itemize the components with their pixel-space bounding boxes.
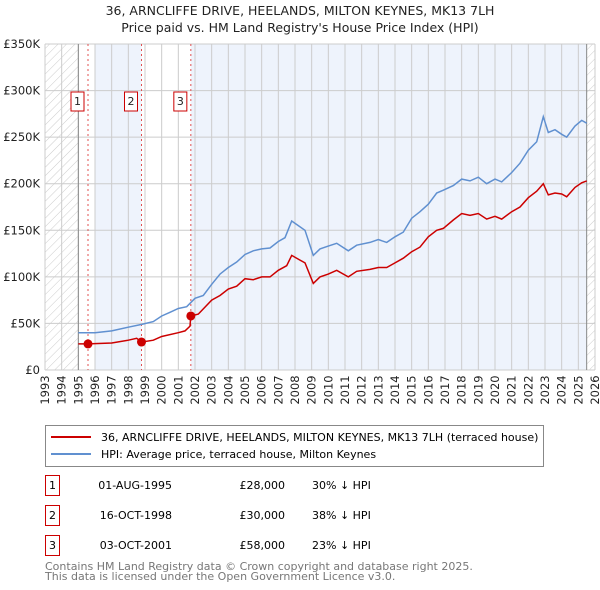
chart-title: 36, ARNCLIFFE DRIVE, HEELANDS, MILTON KE… [105, 3, 495, 18]
legend-item-hpi: HPI: Average price, terraced house, Milt… [46, 446, 376, 462]
footer-copyright: Contains HM Land Registry data © Crown c… [45, 560, 473, 573]
x-tick-label: 2017 [438, 375, 452, 404]
sale-label: 3 [177, 95, 184, 108]
sale-point [137, 337, 146, 347]
sale-label-box [70, 91, 85, 112]
x-tick-label: 2000 [155, 375, 169, 404]
x-tick-label: 2011 [338, 375, 352, 404]
x-tick-label: 2023 [538, 375, 552, 404]
x-tick-label: 2018 [455, 375, 469, 404]
x-tick-label: 2025 [571, 375, 585, 404]
y-tick-label: £350K [3, 37, 40, 51]
sale-number: 1 [45, 475, 60, 496]
sale-price: £58,000 [239, 539, 286, 552]
price-chart: 1993 1994 1995 1996 1997 1998 1999 2000 2001 2002… [3, 37, 600, 405]
x-tick-label: 2010 [321, 375, 335, 404]
y-tick-label: £0 [25, 363, 40, 377]
hpi-line [78, 114, 588, 334]
sale-date: 03-OCT-2001 [99, 539, 172, 552]
sale-label-box [124, 91, 138, 112]
y-tick-label: £150K [3, 223, 40, 237]
x-tick-label: 2022 [521, 375, 535, 404]
x-tick-label: 2019 [471, 375, 485, 404]
x-tick-label: 1998 [121, 375, 135, 404]
table-row: 3 03-OCT-2001 £58,000 23% ↓ HPI [45, 535, 545, 556]
y-tick-label: £250K [3, 130, 40, 144]
x-tick-label: 2003 [205, 375, 219, 404]
x-tick-label: 2007 [271, 375, 285, 404]
x-tick-label: 2014 [388, 375, 402, 404]
x-tick-label: 2020 [488, 375, 502, 404]
chart-subtitle: Price paid vs. HM Land Registry's House … [121, 20, 479, 35]
sale-number: 2 [45, 505, 60, 526]
x-tick-label: 2004 [221, 375, 235, 404]
sale-label: 2 [128, 95, 135, 108]
sale-point [83, 339, 93, 349]
x-tick-label: 2024 [555, 375, 569, 404]
x-tick-label: 1999 [138, 375, 152, 404]
legend-label-hpi: HPI: Average price, terraced house, Milt… [101, 447, 377, 461]
legend-swatch-hpi [51, 453, 91, 455]
sale-point [186, 311, 196, 321]
x-tick-label: 1993 [38, 375, 52, 404]
x-tick-label: 1994 [55, 375, 69, 404]
x-tick-label: 2001 [171, 375, 185, 404]
legend-item-property: 36, ARNCLIFFE DRIVE, HEELANDS, MILTON KE… [46, 429, 538, 445]
legend: 36, ARNCLIFFE DRIVE, HEELANDS, MILTON KE… [45, 425, 544, 467]
y-tick-label: £200K [3, 177, 40, 191]
x-tick-label: 2009 [305, 375, 319, 404]
x-tick-label: 2005 [238, 375, 252, 404]
table-row: 2 16-OCT-1998 £30,000 38% ↓ HPI [45, 505, 545, 526]
x-tick-label: 2021 [505, 375, 519, 404]
sale-number: 3 [45, 535, 60, 556]
sale-label: 1 [74, 95, 81, 108]
sale-price: £30,000 [239, 509, 286, 522]
legend-swatch-property [51, 436, 91, 438]
sale-date: 01-AUG-1995 [98, 479, 172, 492]
legend-label-property: 36, ARNCLIFFE DRIVE, HEELANDS, MILTON KE… [101, 430, 539, 444]
sale-hpi-diff: 23% ↓ HPI [312, 539, 371, 552]
y-tick-label: £50K [11, 316, 41, 330]
sale-price: £28,000 [239, 479, 286, 492]
y-tick-label: £100K [3, 270, 40, 284]
property-price-line [78, 180, 587, 345]
x-tick-label: 1995 [71, 375, 85, 404]
x-tick-label: 2008 [288, 375, 302, 404]
sale-hpi-diff: 30% ↓ HPI [312, 479, 371, 492]
x-tick-label: 2012 [355, 375, 369, 404]
y-tick-label: £300K [3, 84, 40, 98]
shaded-period [190, 44, 587, 370]
table-row: 1 01-AUG-1995 £28,000 30% ↓ HPI [45, 475, 545, 496]
x-tick-label: 1997 [105, 375, 119, 404]
x-tick-label: 2013 [371, 375, 385, 404]
x-tick-label: 2026 [588, 375, 600, 404]
sale-hpi-diff: 38% ↓ HPI [312, 509, 371, 522]
x-tick-label: 1996 [88, 375, 102, 404]
footer-licence: This data is licensed under the Open Gov… [45, 570, 396, 583]
x-tick-label: 2016 [421, 375, 435, 404]
sale-label-box [173, 91, 188, 112]
x-tick-label: 2002 [188, 375, 202, 404]
no-data-hatch-right [586, 44, 595, 370]
sale-date: 16-OCT-1998 [99, 509, 172, 522]
x-tick-label: 2015 [405, 375, 419, 404]
x-tick-label: 2006 [255, 375, 269, 404]
